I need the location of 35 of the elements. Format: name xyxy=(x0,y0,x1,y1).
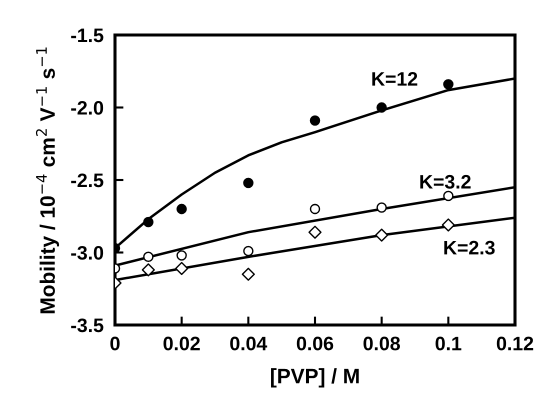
point xyxy=(242,268,255,281)
point xyxy=(375,228,388,242)
x-tick-label: 0.06 xyxy=(296,336,334,350)
point xyxy=(243,246,254,256)
y-axis-title: Mobility / 10$^{−4}$ cm$^{2}$ V$^{−1}$ s$^{−1}$ xyxy=(36,47,60,314)
point xyxy=(443,190,454,202)
x-tick-label: 0.04 xyxy=(230,336,268,350)
point xyxy=(142,263,155,276)
point xyxy=(442,218,455,232)
x-tick-label: 0.02 xyxy=(164,336,200,350)
point xyxy=(310,204,320,214)
point xyxy=(243,178,254,188)
point xyxy=(308,226,322,239)
x-tick-label: 0.1 xyxy=(436,336,462,350)
point xyxy=(376,202,387,213)
y-tick-label: -3.0 xyxy=(71,246,104,260)
point xyxy=(310,115,320,126)
point xyxy=(376,102,387,113)
y-tick-label: -1.5 xyxy=(71,28,104,42)
x-axis-title: [PVP] / M xyxy=(271,368,359,388)
y-tick-label: -3.5 xyxy=(71,318,104,332)
point xyxy=(175,262,188,276)
point xyxy=(176,204,187,214)
series-label: K=2.3 xyxy=(444,240,495,255)
y-tick-label: -2.5 xyxy=(71,173,104,188)
point xyxy=(443,79,454,90)
series-label: K=3.2 xyxy=(420,174,471,189)
point xyxy=(143,216,154,228)
y-tick-label: -2.0 xyxy=(71,100,104,115)
x-tick-label: 0.12 xyxy=(496,336,534,350)
point xyxy=(176,250,187,261)
series-label: K=12 xyxy=(372,72,418,86)
x-tick-label: 0.08 xyxy=(364,336,400,350)
point xyxy=(143,252,154,262)
x-tick-label: 0 xyxy=(110,336,120,350)
